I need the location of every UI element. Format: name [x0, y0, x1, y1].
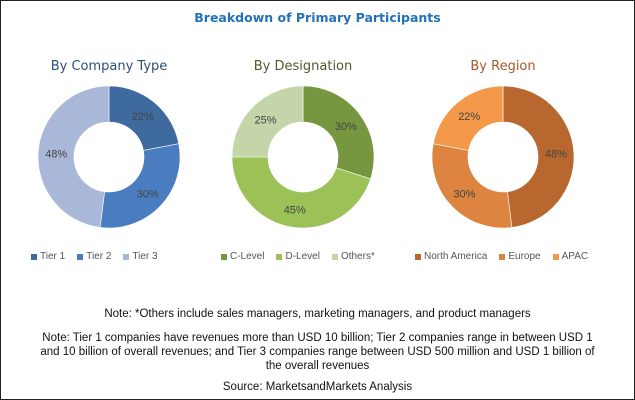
slice-apac [432, 85, 504, 151]
legend-swatch [415, 253, 421, 260]
slice-others [231, 85, 304, 158]
legend-item-d-level: D-Level [276, 251, 320, 262]
legend-label: Tier 1 [40, 251, 66, 262]
legend-swatch [31, 253, 37, 260]
slice-tier-3 [37, 85, 110, 228]
legend-item-tier-1: Tier 1 [31, 251, 65, 262]
donut-designation: 30% 45% 25% [231, 85, 375, 229]
legend-swatch [331, 253, 338, 260]
note-tiers-line3: the overall revenues [265, 360, 370, 372]
chart-title-company-type: By Company Type [50, 59, 168, 74]
donut-company-type: 22% 30% 48% [37, 85, 181, 229]
main-title: Breakdown of Primary Participants [194, 10, 441, 25]
data-label-others: 25% [255, 115, 277, 127]
donut-region: 48% 30% 22% [431, 85, 575, 229]
legend-item-north-america: North America [415, 251, 487, 262]
source: Source: MarketsandMarkets Analysis [222, 381, 413, 393]
legend-label: D-Level [285, 251, 320, 262]
data-label-c-level: 30% [335, 121, 357, 133]
legend-item-europe: Europe [499, 251, 541, 262]
data-label-north-america: 48% [545, 149, 567, 161]
legend-item-apac: APAC [552, 251, 589, 262]
chart-title-region: By Region [470, 59, 536, 74]
legend-swatch [552, 253, 559, 260]
legend-item-others: Others* [331, 251, 375, 262]
legend-designation: C-Level D-Level Others* [221, 251, 375, 262]
legend-label: Europe [508, 251, 541, 262]
data-label-tier-2: 30% [137, 188, 159, 200]
data-label-tier-3: 48% [45, 149, 67, 161]
legend-swatch [77, 253, 84, 260]
data-label-apac: 22% [458, 111, 480, 123]
note-tiers-line1: Note: Tier 1 companies have revenues mor… [42, 332, 593, 344]
slice-europe [431, 143, 513, 229]
slice-c-level [302, 85, 375, 180]
slice-north-america [502, 85, 575, 228]
legend-item-tier-3: Tier 3 [123, 251, 158, 262]
data-label-d-level: 45% [284, 204, 306, 216]
legend-label: APAC [561, 251, 589, 262]
legend-swatch [276, 253, 283, 260]
slice-tier-2 [99, 143, 181, 229]
legend-swatch [123, 253, 130, 260]
legend-label: Tier 3 [132, 251, 158, 262]
legend-item-c-level: C-Level [221, 251, 264, 262]
legend-label: Others* [340, 251, 375, 262]
chart-title-designation: By Designation [253, 59, 353, 74]
note-others: Note: *Others include sales managers, ma… [104, 308, 531, 320]
legend-swatch [221, 253, 227, 260]
legend-swatch [499, 253, 506, 260]
slice-d-level [231, 156, 371, 229]
legend-company-type: Tier 1 Tier 2 Tier 3 [31, 251, 158, 262]
data-label-europe: 30% [453, 188, 475, 200]
legend-item-tier-2: Tier 2 [77, 251, 111, 262]
legend-label: Tier 2 [86, 251, 112, 262]
data-label-tier-1: 22% [132, 111, 154, 123]
legend-label: C-Level [230, 251, 265, 262]
note-tiers-line2: and 10 billion of overall revenues; and … [40, 346, 595, 358]
legend-region: North America Europe APAC [415, 251, 588, 262]
legend-label: North America [424, 251, 488, 262]
